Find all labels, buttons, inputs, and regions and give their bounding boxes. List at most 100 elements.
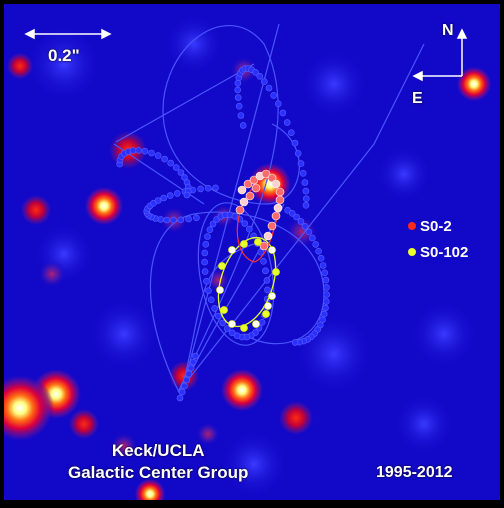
orbit-path (197, 202, 275, 346)
orbit-point (176, 394, 184, 402)
orbit-point (254, 238, 262, 246)
legend-item-s0-2: S0-2 (408, 218, 452, 235)
orbit-point (218, 262, 226, 270)
date-range: 1995-2012 (376, 464, 453, 481)
credit-line: Galactic Center Group (68, 463, 249, 482)
orbit-point (141, 147, 149, 155)
orbit-point (185, 215, 192, 223)
orbit-point (283, 119, 291, 126)
orbit-point (273, 203, 283, 213)
orbit-point (243, 179, 253, 189)
double-arrow-icon (24, 28, 35, 40)
orbit-point (268, 246, 276, 254)
north-label: N (442, 22, 454, 39)
orbit-point (129, 147, 137, 154)
star (110, 432, 138, 460)
star (456, 66, 492, 102)
orbit-point (262, 310, 270, 318)
orbit-point (265, 84, 273, 92)
orbit-point (322, 276, 330, 284)
orbit-point (207, 296, 215, 304)
orbit-point (302, 195, 310, 202)
orbit-point (323, 284, 330, 291)
orbit-point (246, 225, 253, 233)
star (4, 374, 54, 442)
credit-line: Keck/UCLA (111, 441, 205, 460)
orbit-point (209, 220, 217, 228)
orbit-point (275, 195, 285, 205)
orbit-point (163, 216, 170, 224)
orbit-point (224, 325, 231, 332)
orbit-point (174, 190, 181, 197)
orbit-point (177, 169, 185, 176)
arrow-left-icon (412, 70, 423, 82)
orbit-point (181, 382, 188, 390)
orbit-point (274, 100, 282, 108)
orbit-point (183, 376, 190, 384)
orbit-point (257, 248, 265, 256)
orbit-point (245, 191, 255, 201)
orbit-point (183, 191, 191, 199)
orbit-point (261, 169, 271, 179)
s0-2-marker (408, 222, 416, 230)
orbit-point (197, 185, 204, 193)
orbit-point (237, 112, 245, 119)
orbit-point (284, 207, 291, 214)
orbit-point (233, 332, 241, 340)
orbit-point (204, 233, 211, 240)
orbit-point (323, 291, 331, 298)
orbit-point (302, 202, 310, 209)
orbit-point (189, 358, 197, 366)
orbit-point (259, 241, 269, 251)
orbit-path (181, 243, 255, 389)
orbit-lines (113, 23, 425, 395)
star (38, 260, 66, 288)
orbit-point (291, 139, 299, 147)
orbit-point (297, 218, 305, 225)
orbit-point (177, 216, 185, 224)
star (20, 194, 52, 226)
orbit-point (275, 187, 285, 197)
orbit-point (201, 249, 209, 257)
orbit-point (317, 254, 325, 262)
star (84, 186, 124, 226)
blue-orbit-points (116, 65, 331, 402)
orbit-point (215, 312, 222, 320)
orbit-point (252, 69, 259, 76)
orbit-point (264, 302, 272, 310)
orbit-point (219, 319, 226, 327)
orbit-point (293, 213, 300, 221)
orbit-point (241, 220, 248, 227)
orbit-point (271, 179, 281, 189)
orbit-point (234, 86, 241, 94)
orbit-point (154, 197, 162, 204)
orbit-point (192, 352, 199, 360)
orbit-point (211, 305, 218, 312)
legend-label: S0-2 (420, 218, 452, 235)
orbit-point (287, 129, 295, 136)
orbit-point (252, 320, 260, 328)
orbit-point (301, 223, 309, 230)
orbit-point (249, 175, 259, 185)
orbit-point (312, 241, 320, 248)
s0-2-points (235, 169, 285, 251)
orbit-point (299, 170, 307, 177)
east-label: E (412, 90, 423, 107)
orbit-point (161, 155, 168, 163)
orbit-point (315, 247, 322, 255)
orbit-point (309, 234, 316, 242)
orbit-point (193, 214, 200, 222)
orbit-point (235, 102, 243, 110)
orbit-point (271, 211, 281, 221)
double-arrow-icon (101, 28, 112, 40)
star (68, 408, 100, 440)
orbit-point (202, 241, 210, 248)
orbit-point (234, 94, 242, 101)
orbit-point (170, 216, 177, 224)
orbit-point (260, 257, 267, 265)
orbit-point (148, 149, 155, 157)
sky-image (4, 14, 492, 500)
orbit-point (288, 210, 296, 217)
orbit-point (201, 268, 209, 275)
orbit-point (154, 152, 162, 159)
